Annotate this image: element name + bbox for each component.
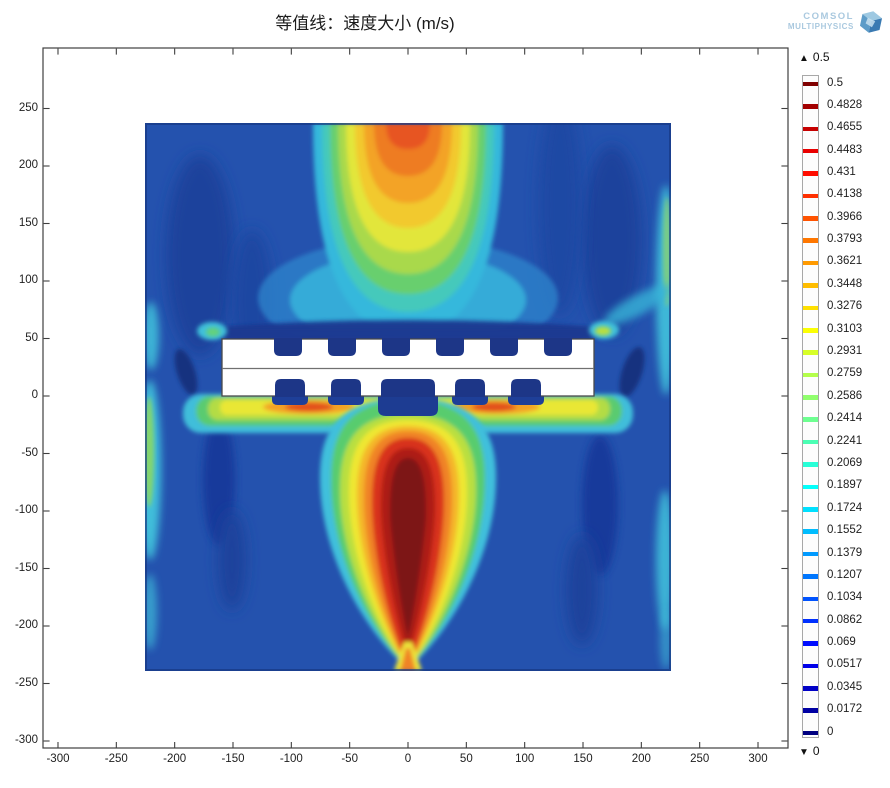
y-tick-label: -250 [14, 676, 38, 689]
y-tick-label: 100 [18, 274, 38, 286]
logo-line-comsol: COMSOL [803, 11, 854, 22]
x-tick-label: -250 [104, 753, 128, 765]
downward-jet [320, 398, 496, 671]
y-tick-label: -50 [21, 446, 38, 459]
logo-line-multiphysics: MULTIPHYSICS [787, 22, 854, 31]
axes-frame [42, 47, 789, 749]
x-tick-label: 50 [459, 753, 473, 765]
y-tick-label: 250 [18, 101, 38, 114]
y-tick-label: -300 [14, 734, 38, 746]
x-tick-label: 0 [404, 753, 412, 765]
x-tick-label: -200 [163, 753, 187, 765]
x-tick-label: -100 [279, 753, 303, 765]
comsol-cube-icon [859, 11, 883, 33]
velocity-field-surface [145, 123, 671, 671]
x-tick-label: -150 [221, 753, 245, 765]
y-tick-label: -200 [14, 619, 38, 631]
x-tick-label: -50 [341, 753, 358, 765]
y-tick-label: -150 [14, 561, 38, 574]
x-tick-label: 200 [631, 753, 651, 765]
axis-ticks [43, 48, 788, 748]
y-tick-label: 200 [18, 159, 38, 171]
comsol-logo-text: COMSOL MULTIPHYSICS [788, 12, 854, 32]
x-tick-label: -300 [46, 753, 70, 765]
x-tick-label: 250 [690, 753, 710, 765]
y-tick-label: 0 [31, 389, 38, 401]
x-tick-label: 150 [573, 753, 593, 765]
comsol-logo: COMSOL MULTIPHYSICS [788, 8, 884, 36]
plot-title: 等值线：速度大小 (m/s) [275, 14, 455, 33]
x-tick-label: 100 [515, 753, 535, 765]
y-tick-label: -100 [14, 504, 38, 516]
x-tick-label: 300 [748, 753, 768, 765]
y-tick-label: 150 [18, 216, 38, 229]
y-tick-label: 50 [25, 331, 38, 344]
slotted-plate [221, 338, 595, 416]
